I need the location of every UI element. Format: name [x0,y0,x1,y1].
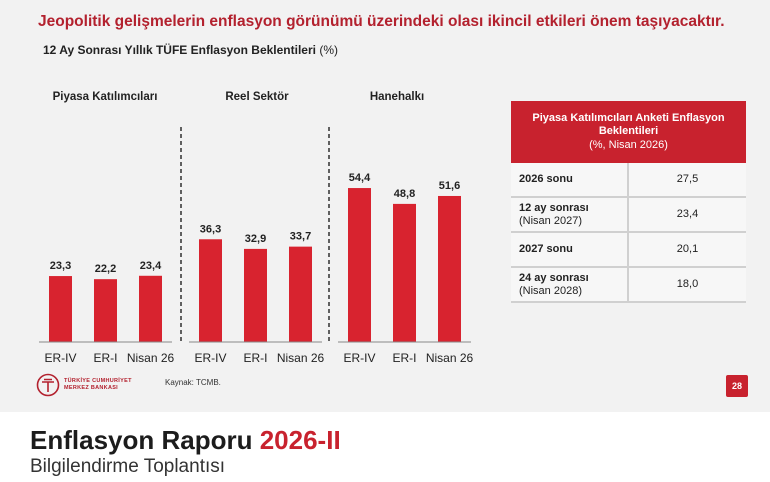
expectations-table: Piyasa Katılımcıları Anketi Enflasyon Be… [511,101,746,303]
bar [244,248,267,342]
table-title: Piyasa Katılımcıları Anketi Enflasyon Be… [532,112,725,138]
logo-line-1: TÜRKİYE CUMHURİYET [64,378,132,385]
row-label-sub: (Nisan 2027) [519,214,582,227]
presentation-slide: Jeopolitik gelişmelerin enflasyon görünü… [0,0,770,412]
table-subtitle: (%, Nisan 2026) [589,138,668,151]
bar [348,188,371,342]
table-row: 2027 sonu 20,1 [511,232,746,268]
bar [94,279,117,342]
bar [139,275,162,342]
data-label: 54,4 [349,172,371,184]
page-number-badge: 28 [726,375,748,397]
bar [289,246,312,342]
category-label: ER-IV [44,351,76,365]
chart-subtitle-text: 12 Ay Sonrası Yıllık TÜFE Enflasyon Bekl… [43,43,316,57]
chart-subtitle: 12 Ay Sonrası Yıllık TÜFE Enflasyon Bekl… [43,43,338,57]
table-row: 12 ay sonrası (Nisan 2027) 23,4 [511,197,746,233]
row-label: 12 ay sonrası (Nisan 2027) [511,197,629,233]
data-label: 33,7 [290,231,311,243]
category-label: Nisan 26 [277,351,325,365]
data-label: 23,3 [50,260,71,272]
data-label: 51,6 [439,180,460,192]
logo-text: TÜRKİYE CUMHURİYET MERKEZ BANKASI [64,378,132,392]
category-label: ER-I [94,351,118,365]
row-value: 23,4 [628,197,746,233]
report-title: Enflasyon Raporu 2026-II [30,425,341,456]
group-title-reel: Reel Sektör [225,91,289,103]
report-title-edition: 2026-II [259,425,341,455]
data-label: 32,9 [245,233,266,245]
slide-headline: Jeopolitik gelişmelerin enflasyon görünü… [38,13,725,30]
table-header: Piyasa Katılımcıları Anketi Enflasyon Be… [511,101,746,163]
bar-chart: 23,3 ER-IV 22,2 ER-I 23,4 Nisan 26 36,3 ER-IV 32… [39,127,474,365]
chart-subtitle-unit: (%) [319,43,338,57]
row-label: 2026 sonu [511,163,629,198]
group-title-piyasa: Piyasa Katılımcıları [52,91,158,103]
row-label-main: 24 ay sonrası [519,271,589,284]
report-title-main: Enflasyon Raporu [30,425,253,455]
logo-line-2: MERKEZ BANKASI [64,385,119,391]
data-label: 36,3 [200,223,221,235]
row-label: 2027 sonu [511,232,629,268]
category-label: ER-IV [194,351,226,365]
source-note: Kaynak: TCMB. [165,378,221,387]
category-label: Nisan 26 [426,351,474,365]
row-label: 24 ay sonrası (Nisan 2028) [511,267,629,303]
row-label-main: 12 ay sonrası [519,201,589,214]
report-subtitle: Bilgilendirme Toplantısı [30,456,226,477]
category-label: ER-I [393,351,417,365]
table-row: 24 ay sonrası (Nisan 2028) 18,0 [511,267,746,303]
row-value: 20,1 [628,232,746,268]
data-label: 23,4 [140,260,162,272]
group-title-hanehalki: Hanehalkı [369,91,425,103]
bar [438,195,461,342]
category-label: ER-IV [343,351,375,365]
data-label: 48,8 [394,188,415,200]
bar [49,276,72,342]
bar [393,203,416,342]
category-label: Nisan 26 [127,351,175,365]
central-bank-logo: TÜRKİYE CUMHURİYET MERKEZ BANKASI [36,373,132,397]
row-value: 27,5 [628,163,746,198]
data-label: 22,2 [95,263,116,275]
row-value: 18,0 [628,267,746,303]
bar [199,239,222,342]
bank-emblem-icon [36,373,60,397]
category-label: ER-I [244,351,268,365]
table-row: 2026 sonu 27,5 [511,163,746,198]
row-label-sub: (Nisan 2028) [519,284,582,297]
